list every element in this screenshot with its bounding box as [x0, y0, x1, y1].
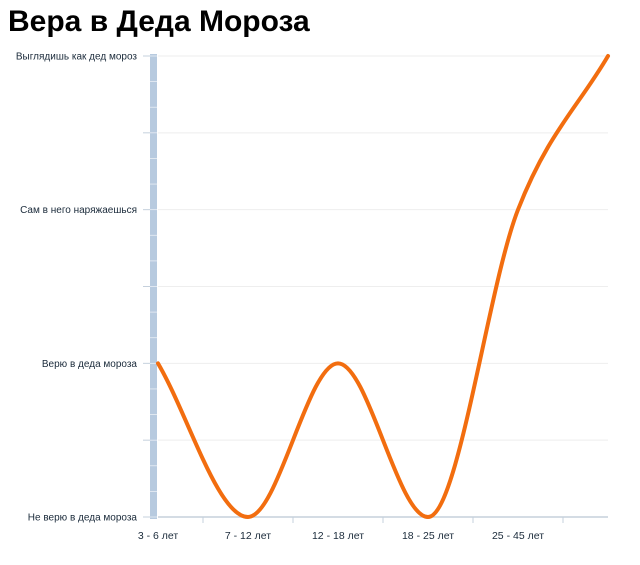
- y-tick-label: Выглядишь как дед мороз: [16, 52, 138, 63]
- series-layer: [156, 54, 610, 519]
- x-tick-label: 7 - 12 лет: [225, 530, 271, 542]
- series-line: [156, 54, 610, 519]
- x-tick-label: 25 - 45 лет: [492, 530, 544, 542]
- y-tick-label: Сам в него наряжаешься: [20, 205, 137, 216]
- y-tick-label: Не верю в деда мороза: [28, 513, 138, 524]
- x-tick-label: 3 - 6 лет: [138, 530, 179, 542]
- x-tick-label: 18 - 25 лет: [402, 530, 454, 542]
- chart-title: Вера в Деда Мороза: [8, 5, 310, 38]
- grid: [158, 55, 608, 518]
- x-tick-label: 12 - 18 лет: [312, 530, 364, 542]
- tick-labels: Не верю в деда мороза Верю в деда мороза С…: [16, 52, 544, 543]
- y-tick-label: Верю в деда мороза: [42, 359, 138, 370]
- axes: [143, 54, 608, 523]
